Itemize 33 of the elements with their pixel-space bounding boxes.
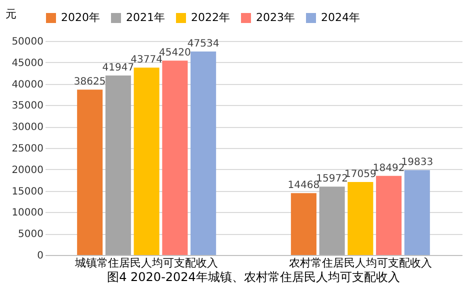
bar: [319, 186, 345, 255]
data-label: 38625: [74, 76, 106, 88]
data-label: 41947: [102, 62, 134, 74]
bar: [376, 176, 402, 255]
legend-label: 2020年: [61, 11, 100, 24]
y-tick-label: 0: [37, 250, 44, 262]
y-axis-title: 元: [6, 8, 16, 20]
bar: [77, 90, 103, 255]
y-tick-label: 25000: [12, 144, 44, 154]
legend-label: 2022年: [191, 11, 230, 24]
y-tick-label: 5000: [18, 229, 44, 240]
data-label: 14468: [288, 180, 320, 192]
y-tick-label: 35000: [12, 100, 44, 112]
bar: [105, 75, 131, 255]
legend-label: 2024年: [321, 11, 360, 24]
y-tick-label: 30000: [12, 122, 44, 134]
bar: [134, 68, 160, 255]
text: 图4 2020-2024年城镇、农村常住居民人均可支配收入: [107, 270, 400, 284]
y-tick-label: 15000: [12, 186, 44, 198]
y-tick-label: 20000: [12, 164, 44, 176]
x-tick-label: 城镇常住居民人均可支配收入: [74, 256, 218, 270]
bar: [190, 52, 216, 255]
bar: [290, 193, 316, 255]
y-tick-label: 50000: [12, 36, 44, 48]
x-tick-label: 农村常住居民人均可支配收入: [288, 256, 432, 270]
y-tick-label: 40000: [12, 79, 44, 90]
bar: [348, 182, 374, 255]
legend-label: 2023年: [256, 11, 295, 24]
legend-label: 2021年: [126, 11, 165, 24]
bar: [162, 60, 188, 255]
y-tick-label: 10000: [12, 208, 44, 219]
bar: [404, 170, 430, 255]
y-tick-label: 45000: [12, 58, 44, 69]
